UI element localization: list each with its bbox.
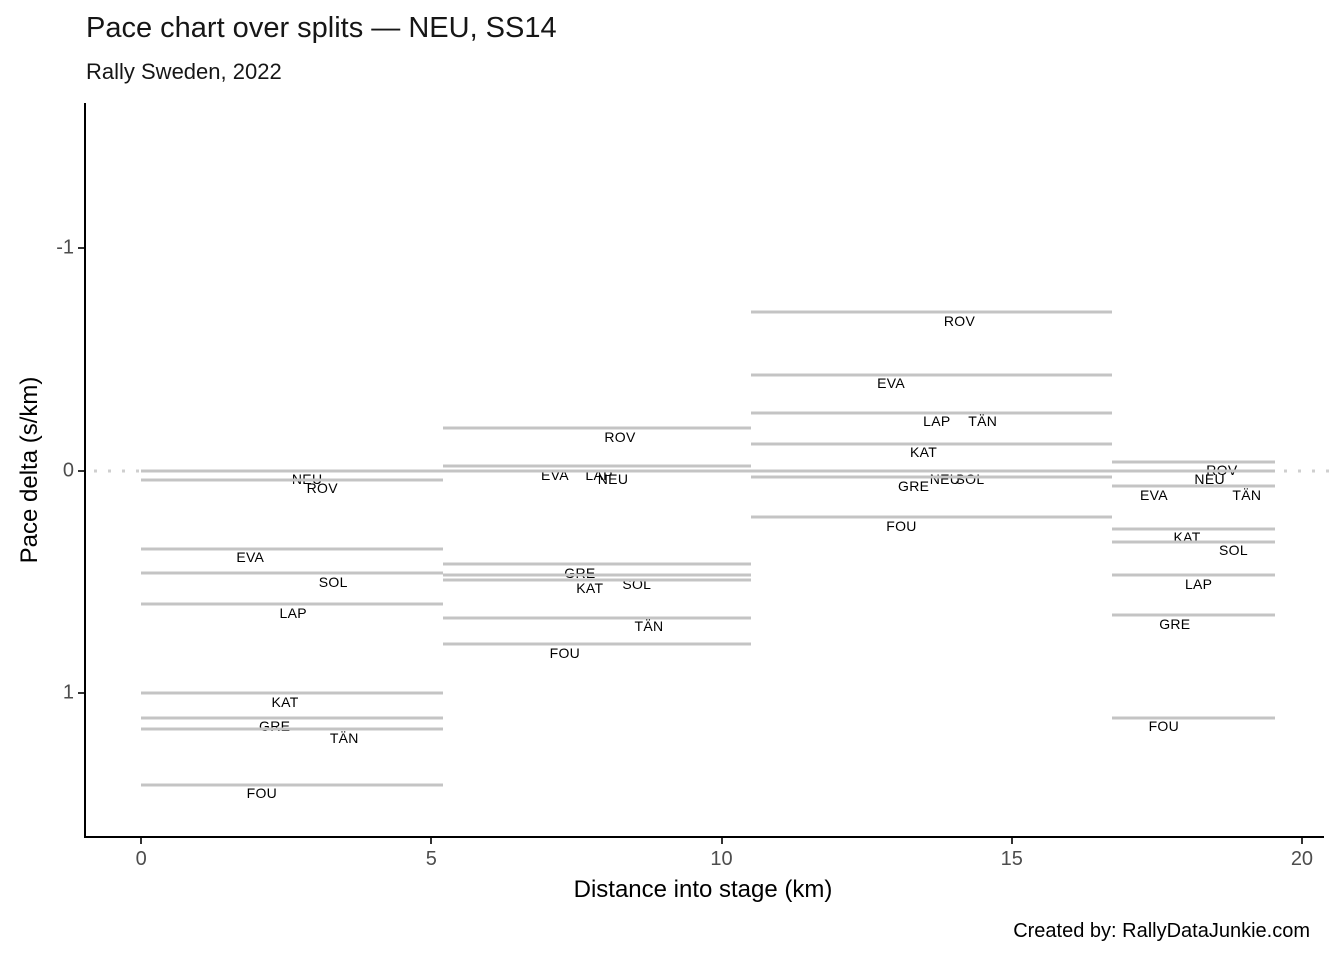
pace-segment-neu	[141, 469, 443, 473]
y-tick-label: 0	[62, 459, 74, 482]
y-tick-mark	[78, 469, 84, 472]
x-tick-label: 0	[135, 848, 147, 870]
driver-label-gre: GRE	[1159, 615, 1191, 632]
x-tick-mark	[1300, 838, 1303, 844]
driver-label-fou: FOU	[886, 517, 917, 534]
driver-label-kat: KAT	[909, 444, 938, 461]
x-tick-label: 5	[425, 848, 437, 870]
y-tick-mark	[78, 692, 84, 695]
driver-label-sol: SOL	[318, 573, 348, 590]
driver-label-rov: ROV	[604, 428, 636, 445]
driver-label-sol: SOL	[1218, 542, 1248, 559]
pace-segment-tän	[141, 727, 443, 731]
driver-label-neu: NEU	[597, 471, 629, 488]
pace-segment-neu	[1111, 469, 1275, 473]
driver-label-eva: EVA	[877, 375, 905, 392]
x-tick-mark	[1010, 838, 1013, 844]
pace-segment-kat	[1111, 527, 1275, 531]
driver-label-neu: NEU	[929, 471, 961, 488]
pace-segment-lap	[442, 464, 751, 468]
pace-segment-tän	[750, 411, 1112, 415]
driver-label-neu: NEU	[1194, 471, 1225, 488]
pace-segment-fou	[750, 515, 1112, 519]
x-tick-label: 20	[1290, 848, 1314, 870]
driver-label-tän: TÄN	[634, 618, 664, 635]
pace-segment-lap	[141, 602, 443, 606]
driver-label-fou: FOU	[1148, 718, 1180, 735]
pace-segment-gre	[442, 562, 751, 566]
pace-segment-eva	[141, 547, 443, 551]
x-tick-mark	[430, 838, 433, 844]
pace-segment-sol	[442, 573, 751, 577]
pace-segment-kat	[750, 442, 1112, 446]
pace-segment-kat	[442, 578, 751, 582]
driver-label-sol: SOL	[955, 471, 985, 488]
driver-label-lap: LAP	[1184, 575, 1213, 592]
pace-segment-gre	[141, 716, 443, 720]
pace-segment-tän	[1111, 484, 1275, 488]
y-tick-label: 1	[62, 681, 74, 704]
pace-segment-sol	[141, 571, 443, 575]
driver-label-kat: KAT	[271, 693, 299, 710]
x-tick-label: 10	[710, 848, 733, 870]
driver-label-kat: KAT	[576, 580, 604, 597]
pace-segment-gre	[1111, 613, 1275, 617]
driver-label-rov: ROV	[306, 479, 338, 496]
x-tick-mark	[140, 838, 143, 844]
chart-title: Pace chart over splits — NEU, SS14	[86, 12, 557, 44]
pace-segment-gre	[750, 475, 1112, 479]
y-axis-title: Pace delta (s/km)	[16, 376, 43, 564]
pace-segment-kat	[141, 691, 443, 695]
driver-label-tän: TÄN	[329, 729, 359, 746]
pace-segment-lap	[1111, 573, 1275, 577]
y-tick-label: -1	[56, 236, 74, 259]
pace-segment-rov	[1111, 460, 1275, 464]
pace-segment-fou	[141, 783, 443, 787]
driver-label-gre: GRE	[259, 718, 291, 735]
driver-label-eva: EVA	[1140, 486, 1168, 503]
driver-label-eva: EVA	[236, 549, 265, 566]
pace-segment-sol	[750, 469, 1112, 473]
y-tick-mark	[78, 246, 84, 249]
pace-segment-rov	[750, 310, 1112, 314]
driver-label-tän: TÄN	[1232, 486, 1262, 503]
driver-label-tän: TÄN	[968, 413, 998, 430]
driver-label-fou: FOU	[246, 785, 278, 802]
pace-segment-rov	[141, 478, 443, 482]
pace-segment-fou	[442, 642, 751, 646]
footer-credit: Created by: RallyDataJunkie.com	[1013, 920, 1310, 942]
pace-segment-sol	[1111, 540, 1275, 544]
driver-label-lap: LAP	[923, 413, 951, 430]
pace-segment-neu	[442, 469, 751, 473]
driver-label-lap: LAP	[279, 604, 307, 621]
chart-subtitle: Rally Sweden, 2022	[86, 59, 282, 84]
x-tick-label: 15	[1000, 848, 1023, 870]
driver-label-rov: ROV	[943, 312, 976, 329]
x-axis-title: Distance into stage (km)	[573, 876, 833, 903]
pace-segment-eva	[750, 373, 1112, 377]
pace-segment-fou	[1111, 716, 1275, 720]
pace-segment-tän	[442, 616, 751, 620]
plot-panel: NEUROVEVASOLLAPKATGRETÄNFOUROVEVALAPNEUG…	[56, 103, 1329, 870]
driver-label-gre: GRE	[898, 477, 930, 494]
pace-segment-rov	[442, 426, 751, 430]
x-tick-mark	[720, 838, 723, 844]
driver-label-fou: FOU	[549, 644, 581, 661]
